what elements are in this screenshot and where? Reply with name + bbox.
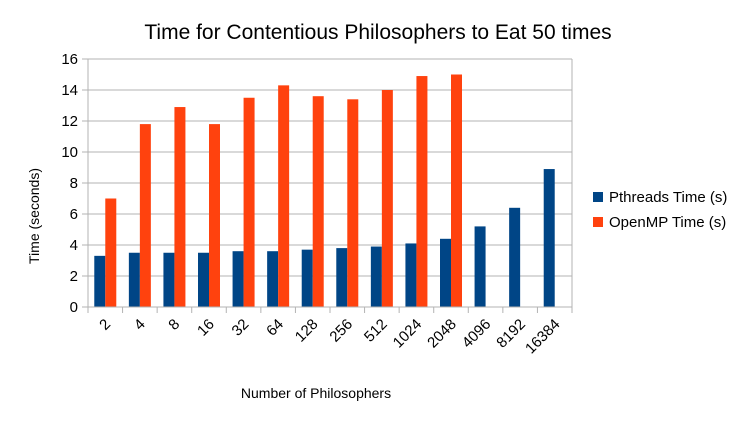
bar-pthreads: [128, 252, 140, 307]
legend-label: OpenMP Time (s): [609, 214, 726, 231]
y-axis-title: Time (seconds): [26, 168, 42, 264]
x-tick-label: 4: [131, 316, 149, 334]
bar-pthreads: [370, 246, 382, 307]
bar-openmp: [416, 76, 428, 307]
legend-swatch: [593, 217, 603, 227]
chart-title: Time for Contentious Philosophers to Eat…: [144, 21, 611, 44]
gridlines: [88, 58, 572, 308]
bar-openmp: [105, 198, 117, 307]
bar-pthreads: [232, 251, 244, 307]
x-tick-label: 16: [194, 316, 218, 340]
y-tick-label: 16: [61, 51, 78, 68]
bar-pthreads: [163, 252, 175, 307]
bar-openmp: [347, 99, 359, 307]
x-tick-label: 512: [361, 316, 391, 346]
bar-openmp: [451, 74, 462, 307]
bars: [94, 74, 555, 307]
x-tick-label: 32: [229, 316, 253, 340]
bar-pthreads: [94, 255, 106, 307]
bar-openmp: [381, 90, 393, 307]
bar-pthreads: [301, 249, 313, 307]
bar-openmp: [209, 124, 220, 307]
y-tick-label: 12: [61, 113, 78, 130]
y-tick-label: 14: [61, 82, 78, 99]
x-tick-label: 2048: [424, 316, 460, 352]
x-tick-label: 256: [326, 316, 356, 346]
y-tick-label: 2: [70, 268, 78, 285]
bar-pthreads: [474, 226, 486, 307]
x-tick-label: 1024: [390, 316, 426, 352]
bar-openmp: [243, 97, 255, 307]
bar-pthreads: [543, 169, 555, 307]
bar-pthreads: [267, 251, 279, 307]
y-tick-label: 6: [70, 206, 78, 223]
bar-openmp: [312, 96, 324, 307]
legend-label: Pthreads Time (s): [609, 189, 727, 206]
bar-pthreads: [198, 252, 209, 307]
x-tick-label: 128: [292, 316, 322, 346]
bar-pthreads: [509, 207, 521, 307]
legend: Pthreads Time (s) OpenMP Time (s): [593, 189, 727, 231]
y-tick-label: 4: [70, 237, 78, 254]
bar-pthreads: [336, 248, 348, 307]
x-tick-label: 8: [165, 316, 183, 334]
x-axis-title: Number of Philosophers: [241, 385, 391, 401]
bar-openmp: [139, 124, 151, 307]
x-tick-label: 64: [263, 316, 287, 340]
bar-openmp: [278, 85, 290, 307]
bar-pthreads: [405, 243, 417, 307]
y-tick-label: 0: [70, 299, 78, 316]
bar-openmp: [174, 107, 186, 307]
x-tick-label: 4096: [459, 316, 495, 352]
axes: [82, 58, 573, 313]
y-tick-label: 8: [70, 175, 78, 192]
bar-pthreads: [440, 238, 451, 307]
x-tick-label: 2: [96, 316, 114, 334]
y-tick-label: 10: [61, 144, 78, 161]
y-tick-labels: 0 2 4 6 8 10 12 14 16: [61, 51, 78, 316]
legend-swatch: [593, 192, 603, 202]
x-tick-label: 16384: [522, 316, 564, 358]
